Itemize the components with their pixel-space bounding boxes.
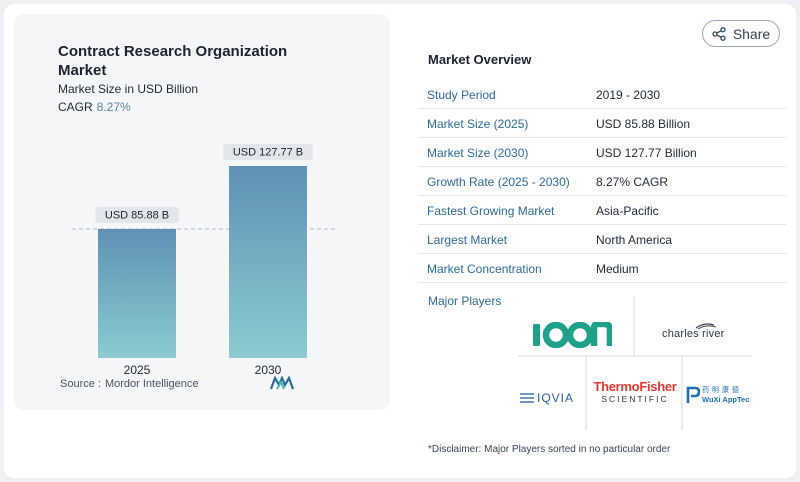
charles-river-text: charles river xyxy=(662,328,725,340)
overview-label: Largest Market xyxy=(427,233,508,247)
thermo-fisher-text: ThermoFisher xyxy=(593,379,677,394)
charles-river-logo: charles river xyxy=(660,322,730,344)
overview-label: Market Concentration xyxy=(427,262,542,276)
charles-river-wave-icon xyxy=(695,323,717,330)
icon-plc-logo xyxy=(533,322,612,348)
bar-2030 xyxy=(229,166,307,358)
thermo-fisher-sub: SCIENTIFIC xyxy=(601,394,669,404)
overview-row-study-period: Study Period 2019 - 2030 xyxy=(418,80,786,109)
overview-label: Fastest Growing Market xyxy=(427,204,555,218)
overview-value: 2019 - 2030 xyxy=(596,88,661,102)
cagr-label: CAGR xyxy=(58,100,93,114)
chart-subtitle: Market Size in USD Billion xyxy=(58,82,199,96)
overview-row-market-size-2030: Market Size (2030) USD 127.77 Billion xyxy=(418,138,786,167)
chart-title: Contract Research Organization Market xyxy=(58,43,288,79)
overview-value: Asia-Pacific xyxy=(596,204,659,218)
share-icon xyxy=(712,26,726,41)
overview-row-concentration: Market Concentration Medium xyxy=(418,254,786,283)
overview-label: Market Size (2025) xyxy=(427,117,529,131)
data-label: USD 127.77 B xyxy=(233,147,303,159)
x-tick-label: 2025 xyxy=(124,363,151,377)
wuxi-apptec-logo: 药明康德 WuXi AppTec xyxy=(686,385,750,407)
overview-value: 8.27% CAGR xyxy=(596,175,669,189)
iqvia-lines-icon xyxy=(520,393,534,403)
overview-label: Study Period xyxy=(427,88,496,102)
iqvia-logo: IQVIA xyxy=(520,389,584,407)
disclaimer: *Disclaimer: Major Players sorted in no … xyxy=(428,444,671,455)
overview-row-fastest-growing: Fastest Growing Market Asia-Pacific xyxy=(418,196,786,225)
bar-2025 xyxy=(98,228,176,358)
chart-source: Source : Mordor Intelligence xyxy=(60,378,199,390)
overview-value: USD 127.77 Billion xyxy=(596,146,697,160)
overview-row-market-size-2025: Market Size (2025) USD 85.88 Billion xyxy=(418,109,786,138)
overview-row-largest-market: Largest Market North America xyxy=(418,225,786,254)
data-label-bg xyxy=(95,206,179,223)
wuxi-text: WuXi AppTec xyxy=(702,395,750,404)
cagr-value: 8.27% xyxy=(96,100,131,114)
source-label: Source : xyxy=(60,378,101,390)
chart-cagr: CAGR 8.27% xyxy=(58,100,131,114)
overview-label: Growth Rate (2025 - 2030) xyxy=(427,175,570,189)
overview-row-growth-rate: Growth Rate (2025 - 2030) 8.27% CAGR xyxy=(418,167,786,196)
overview-title: Market Overview xyxy=(428,52,532,67)
mordor-intelligence-logo-icon xyxy=(270,376,294,390)
wuxi-mark-icon xyxy=(686,386,700,403)
data-label: USD 85.88 B xyxy=(105,209,169,221)
overview-label: Market Size (2030) xyxy=(427,146,529,160)
iqvia-text: IQVIA xyxy=(537,391,575,405)
source-name: Mordor Intelligence xyxy=(104,378,199,390)
thermo-fisher-logo: ThermoFisher SCIENTIFIC xyxy=(590,380,680,406)
overview-value: Medium xyxy=(596,262,639,276)
share-label: Share xyxy=(732,25,771,42)
share-button[interactable]: Share xyxy=(702,20,780,47)
players-title: Major Players xyxy=(428,294,502,308)
wuxi-cn-text: 药明康德 xyxy=(702,387,742,394)
overview-value: USD 85.88 Billion xyxy=(596,117,691,131)
x-tick-label: 2030 xyxy=(255,363,282,377)
bar-chart: USD 85.88 B 2025 USD 127.77 B 2030 xyxy=(72,144,336,377)
overview-value: North America xyxy=(596,233,673,247)
data-label-bg xyxy=(223,144,313,160)
overview-table: Study Period 2019 - 2030 Market Size (20… xyxy=(418,80,786,283)
chart-card xyxy=(14,14,390,410)
